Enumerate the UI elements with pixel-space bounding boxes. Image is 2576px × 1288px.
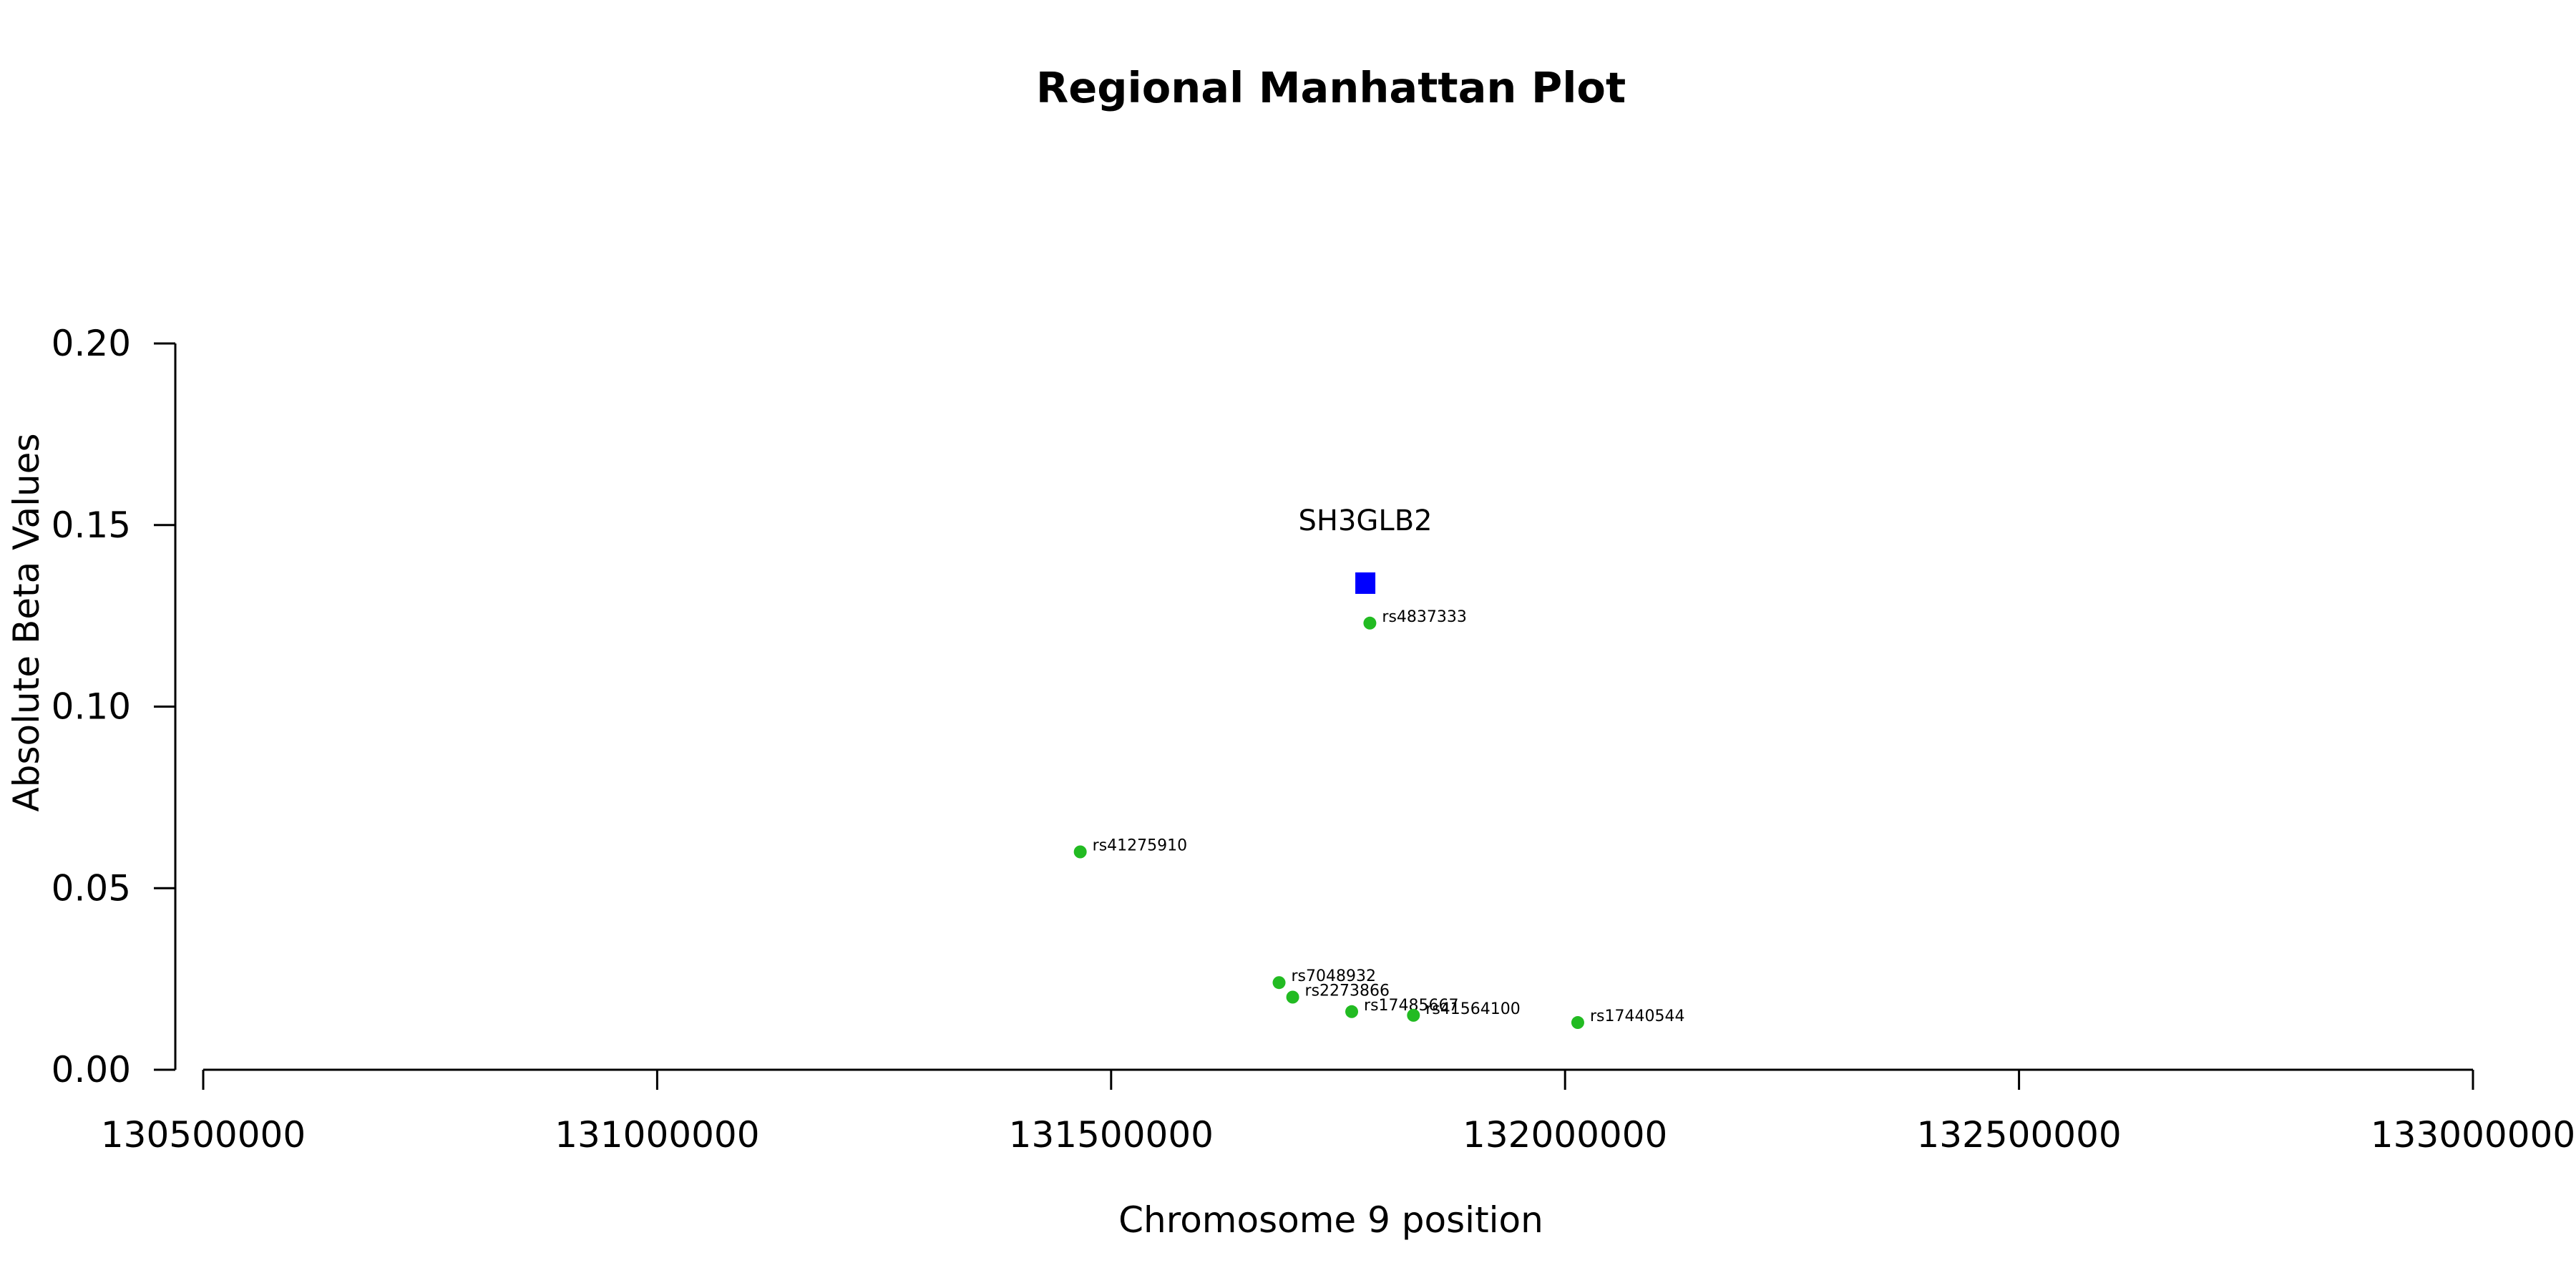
x-tick-label-3: 132000000 (1463, 1114, 1667, 1156)
x-tick-label-4: 132500000 (1916, 1114, 2121, 1156)
x-axis-label: Chromosome 9 position (1118, 1199, 1543, 1241)
snp-point-2 (1272, 976, 1286, 990)
snp-point-6 (1571, 1016, 1584, 1030)
snp-label-1: rs41275910 (1093, 837, 1187, 855)
y-tick-label-1: 0.05 (52, 867, 131, 909)
y-axis-label: Absolute Beta Values (6, 434, 47, 812)
snp-label-6: rs17440544 (1590, 1008, 1684, 1025)
snp-point-5 (1407, 1008, 1420, 1022)
y-tick-label-0: 0.00 (52, 1049, 131, 1091)
snp-label-2: rs7048932 (1292, 967, 1377, 985)
snp-point-0 (1363, 616, 1377, 630)
chart-title: Regional Manhattan Plot (1036, 63, 1626, 112)
x-axis: 130500000 131000000 131500000 132000000 1325… (101, 1068, 2575, 1156)
gene-label: SH3GLB2 (1299, 504, 1433, 537)
gene-marker (1355, 572, 1376, 594)
snp-point-4 (1345, 1005, 1359, 1018)
snp-label-3: rs2273866 (1305, 982, 1390, 1000)
snp-point-1 (1073, 845, 1087, 859)
x-tick-label-0: 130500000 (101, 1114, 306, 1156)
y-tick-label-2: 0.10 (52, 686, 131, 728)
x-tick-label-1: 131000000 (555, 1114, 759, 1156)
y-tick-label-3: 0.15 (52, 504, 131, 546)
y-axis: 0.00 0.05 0.10 0.15 0.20 (52, 323, 177, 1091)
snp-label-5: rs41564100 (1425, 1000, 1520, 1018)
x-tick-label-5: 133000000 (2371, 1114, 2575, 1156)
gene-group: SH3GLB2 (1299, 504, 1433, 594)
y-tick-label-4: 0.20 (52, 323, 131, 364)
snp-label-0: rs4837333 (1382, 608, 1467, 626)
x-tick-label-2: 131500000 (1009, 1114, 1214, 1156)
snp-point-3 (1286, 990, 1299, 1004)
